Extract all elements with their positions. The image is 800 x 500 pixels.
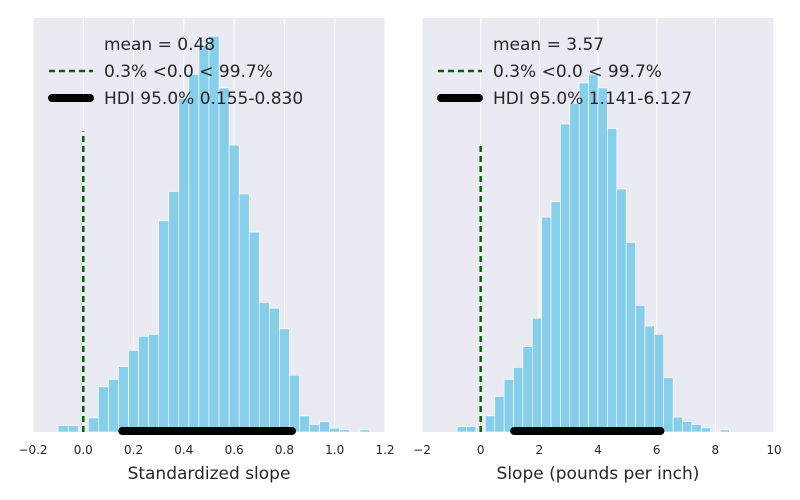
histogram-bar <box>218 87 230 433</box>
histogram-bar <box>238 193 250 433</box>
x-tick-label: 6 <box>653 443 661 457</box>
x-tick-label: −2 <box>413 443 431 457</box>
x-tick-label: 0.4 <box>174 443 193 457</box>
histogram-bar <box>228 144 240 433</box>
x-axis-label: Standardized slope <box>128 464 291 484</box>
histogram-bar <box>289 374 300 433</box>
x-tick-label: 8 <box>712 443 720 457</box>
histogram-bar <box>148 333 160 433</box>
histogram-bar <box>108 379 119 433</box>
x-tick-label: 0 <box>477 443 485 457</box>
histogram-bar <box>531 317 542 433</box>
legend: mean = 3.57 0.3% <0.0 < 99.7% HDI 95.0% 1.… <box>437 35 692 109</box>
histogram-bar <box>503 379 514 433</box>
legend-entry: HDI 95.0% 1.141-6.127 <box>493 89 692 109</box>
histogram-bar <box>597 87 608 433</box>
x-axis-label: Slope (pounds per inch) <box>497 464 700 484</box>
x-tick-label: 1.0 <box>325 443 344 457</box>
histogram-bar <box>644 325 655 433</box>
legend-entry: HDI 95.0% 0.155-0.830 <box>104 89 303 109</box>
histogram-bar <box>178 98 190 433</box>
histogram-bar <box>522 346 533 433</box>
legend: mean = 0.48 0.3% <0.0 < 99.7% HDI 95.0% 0.… <box>48 35 303 109</box>
histogram-bar <box>578 82 589 433</box>
histogram-bar <box>654 333 665 433</box>
chart-panel-2: −2 0 2 4 6 8 10 Slope (pounds per inch) mean = 3… <box>413 18 782 484</box>
x-tick-label: 2 <box>536 443 544 457</box>
histogram-bar <box>682 421 693 433</box>
histogram-bar <box>248 231 260 433</box>
histogram-bar <box>691 424 702 433</box>
histogram-bar <box>588 74 599 433</box>
x-tick-label: 10 <box>766 443 781 457</box>
x-tick-label: 0.0 <box>74 443 93 457</box>
histogram-bar <box>128 350 139 433</box>
histogram-bar <box>118 366 129 433</box>
histogram-bar <box>339 429 351 433</box>
histogram-bar <box>88 417 99 433</box>
x-tick-label: 0.2 <box>124 443 143 457</box>
histogram-bar <box>98 386 109 433</box>
histogram-bar <box>158 220 170 433</box>
histogram-bar <box>700 427 711 433</box>
histogram-bar <box>57 425 69 433</box>
histogram-bar <box>188 74 200 433</box>
histogram-bar <box>138 336 149 433</box>
histogram-bar <box>456 426 467 433</box>
histogram-bar <box>494 396 505 433</box>
histogram-bar <box>541 216 552 433</box>
x-tick-label: 1.2 <box>375 443 394 457</box>
histogram-bar <box>607 128 618 433</box>
histogram-bar <box>569 102 580 433</box>
histogram-bar <box>719 429 730 433</box>
histogram-bar <box>299 415 310 433</box>
histogram-bar <box>663 377 674 433</box>
histogram-bar <box>466 426 477 433</box>
histogram-bar <box>359 429 371 433</box>
histogram-bar <box>485 415 496 433</box>
histogram-bar <box>635 305 646 433</box>
histogram-bar <box>616 188 627 433</box>
histogram-bar <box>329 427 341 433</box>
legend-entry: mean = 3.57 <box>493 35 604 55</box>
legend-entry: 0.3% <0.0 < 99.7% <box>104 62 273 82</box>
chart-panel-1: −0.2 0.0 0.2 0.4 0.6 0.8 1.0 1.2 Standardized sl… <box>18 18 395 484</box>
histogram-bar <box>67 425 79 433</box>
histogram-bar <box>269 307 280 433</box>
legend-entry: 0.3% <0.0 < 99.7% <box>493 62 662 82</box>
legend-entry: mean = 0.48 <box>104 35 215 55</box>
x-tick-label: 4 <box>594 443 602 457</box>
histogram-bar <box>560 123 571 433</box>
histogram-bar <box>319 421 330 433</box>
histogram-bar <box>625 242 636 433</box>
histogram-bar <box>258 302 270 433</box>
histogram-bar <box>279 328 290 433</box>
x-tick-label: 0.6 <box>225 443 244 457</box>
histogram-bar <box>550 201 561 433</box>
histogram-bar <box>168 191 180 433</box>
histogram-bar <box>672 416 683 433</box>
x-tick-label: −0.2 <box>18 443 47 457</box>
histogram-bar <box>309 424 320 433</box>
histogram-bar <box>513 367 524 433</box>
x-tick-label: 0.8 <box>275 443 294 457</box>
